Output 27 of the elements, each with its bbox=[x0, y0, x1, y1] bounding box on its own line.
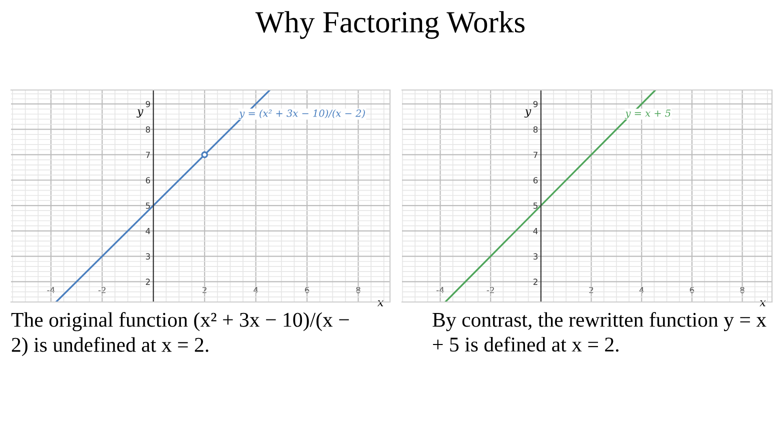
y-tick-label: 9 bbox=[146, 100, 150, 108]
y-tick-label: 5 bbox=[534, 202, 538, 209]
y-tick-label: 7 bbox=[534, 152, 538, 158]
y-tick-label: 4 bbox=[533, 228, 538, 234]
y-tick-label: 5 bbox=[146, 202, 150, 209]
y-tick-label: 7 bbox=[146, 152, 150, 158]
y-tick-label: 8 bbox=[146, 126, 150, 133]
x-tick-label: -2 bbox=[486, 286, 494, 294]
y-tick-label: 6 bbox=[146, 177, 150, 184]
y-axis-title: y bbox=[136, 109, 144, 118]
text: By contrast, the rewritten function y = x + 5 is defined at x = 2. bbox=[432, 312, 766, 352]
y-tick-label: 2 bbox=[533, 278, 538, 285]
series-label: y = (x² + 3x − 10)/(x − 2) bbox=[238, 109, 365, 119]
y-tick-label: 9 bbox=[533, 100, 538, 108]
y-axis-title: y bbox=[524, 109, 532, 118]
series-label: y = x + 5 bbox=[624, 110, 670, 119]
x-tick-label: 4 bbox=[639, 286, 644, 294]
x-tick-label: -4 bbox=[47, 286, 55, 294]
x-tick-label: -2 bbox=[98, 286, 106, 294]
chart-title: Why Factoring Works bbox=[255, 11, 525, 39]
y-tick-label: 3 bbox=[533, 253, 538, 260]
y-tick-label: 6 bbox=[533, 177, 538, 184]
y-tick-label: 4 bbox=[146, 228, 150, 234]
y-tick-label: 3 bbox=[146, 253, 150, 260]
y-tick-label: 2 bbox=[146, 278, 150, 285]
text: The original function (x² + 3x − 10)/(x − 2) is undefined at x = 2. bbox=[11, 312, 349, 356]
y-tick-label: 8 bbox=[533, 126, 538, 133]
